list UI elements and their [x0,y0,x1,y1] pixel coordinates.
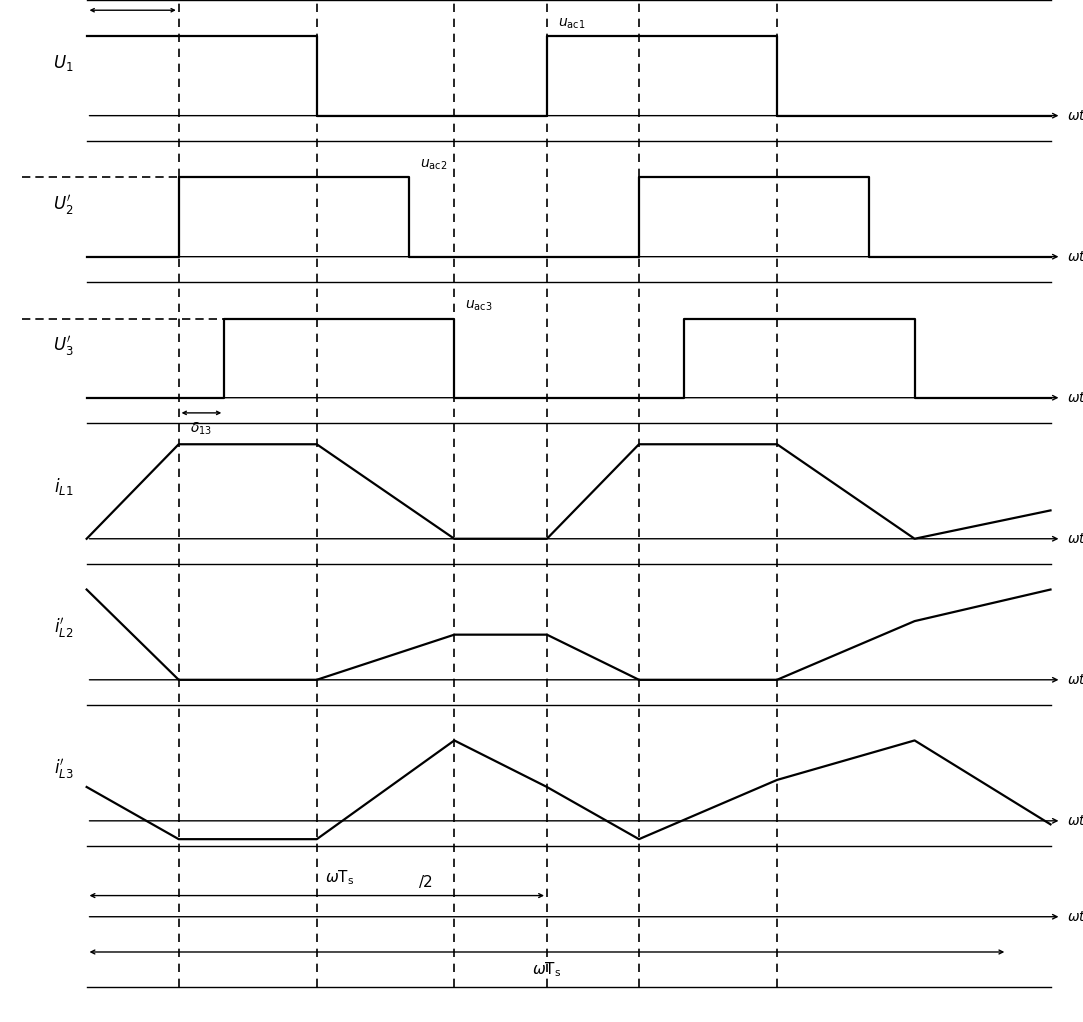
Text: $\delta_{12}$: $\delta_{12}$ [121,0,144,2]
Text: $\omega \rm{T_s}$: $\omega \rm{T_s}$ [532,961,562,979]
Text: $\omega t$: $\omega t$ [1067,390,1083,405]
Text: $i_{L1}$: $i_{L1}$ [54,476,74,497]
Text: $i_{L3}'$: $i_{L3}'$ [54,756,74,781]
Text: $u_{\rm ac2}$: $u_{\rm ac2}$ [420,158,447,173]
Text: $\omega t$: $\omega t$ [1067,531,1083,546]
Text: $\omega t$: $\omega t$ [1067,249,1083,264]
Text: $U_3'$: $U_3'$ [53,333,74,358]
Text: $U_1$: $U_1$ [53,53,74,74]
Text: $\omega t$: $\omega t$ [1067,672,1083,687]
Text: $/2$: $/2$ [418,874,433,890]
Text: $\omega t$: $\omega t$ [1067,814,1083,828]
Text: $\delta_{13}$: $\delta_{13}$ [191,421,212,437]
Text: $u_{\rm ac1}$: $u_{\rm ac1}$ [558,17,585,32]
Text: $U_2'$: $U_2'$ [53,192,74,217]
Text: $\omega t$: $\omega t$ [1067,108,1083,123]
Text: $i_{L2}'$: $i_{L2}'$ [54,615,74,640]
Text: $\omega \rm{T_s}$: $\omega \rm{T_s}$ [325,869,354,887]
Text: $u_{\rm ac3}$: $u_{\rm ac3}$ [466,299,493,314]
Text: $\omega t$: $\omega t$ [1067,910,1083,924]
